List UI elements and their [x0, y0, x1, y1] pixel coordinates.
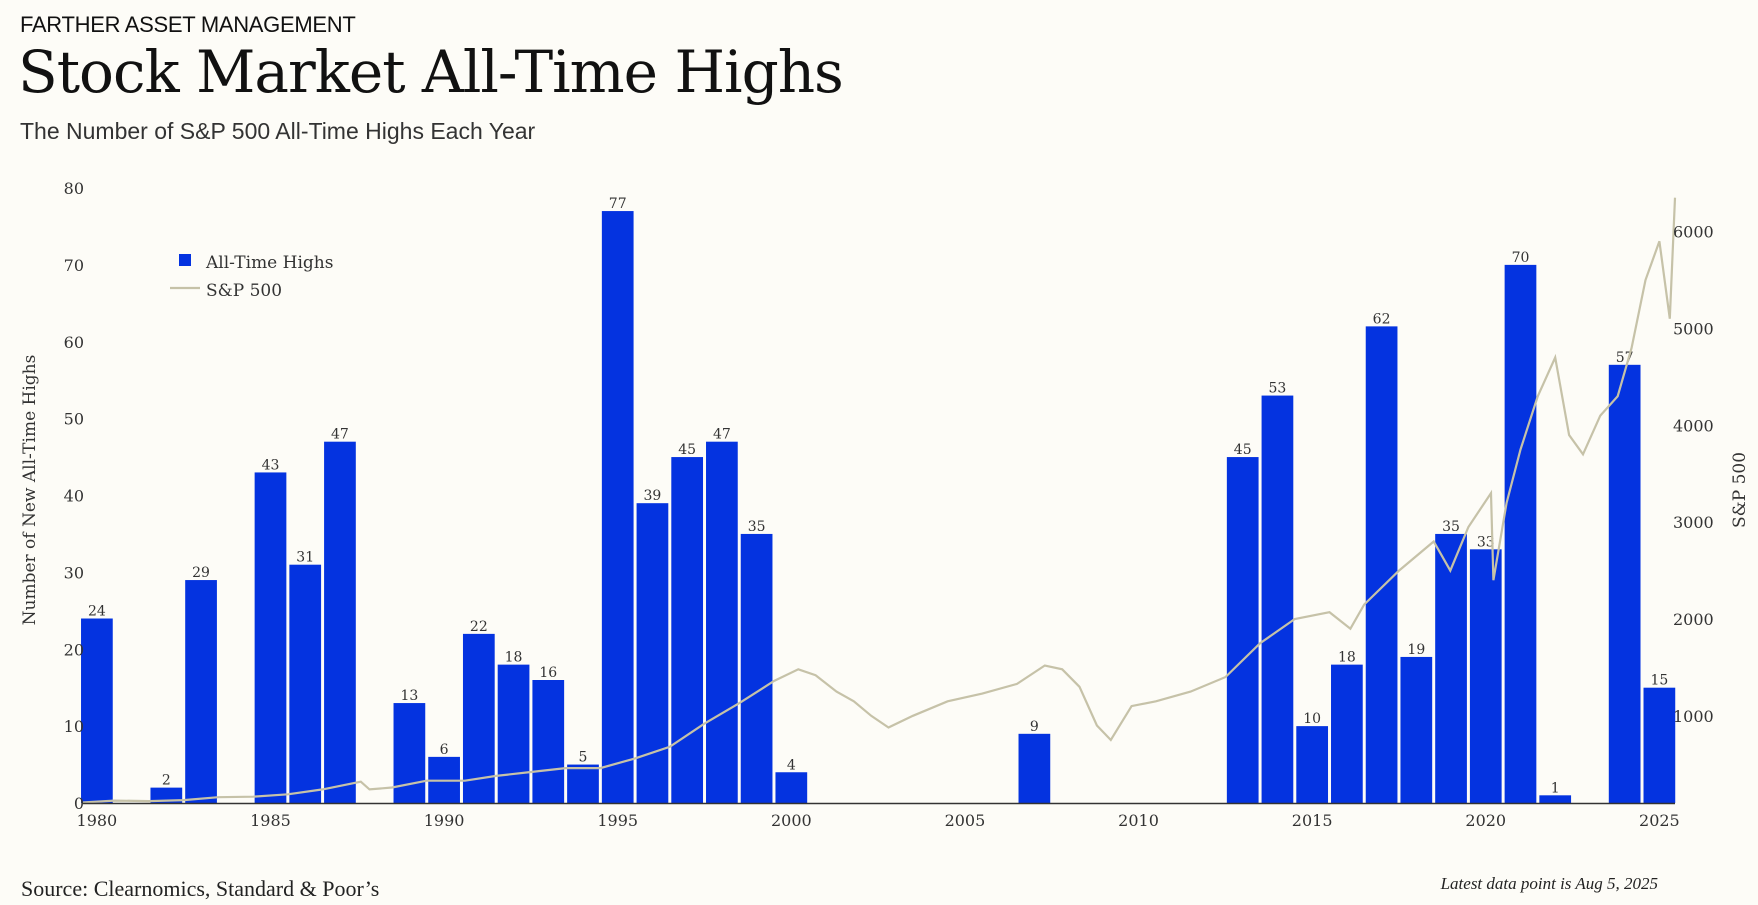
bar-2016 — [1331, 665, 1363, 803]
bar-label-2021: 70 — [1512, 250, 1530, 266]
y2-tick-6000: 6000 — [1673, 223, 1714, 242]
bar-label-1980: 24 — [88, 604, 106, 620]
x-tick-1985: 1985 — [250, 811, 291, 830]
y-axis-title: Number of New All-Time Highs — [20, 355, 40, 626]
chart-legend: All-Time Highs S&P 500 — [170, 253, 333, 301]
bar-label-1993: 16 — [539, 665, 557, 681]
bar-label-2017: 62 — [1373, 311, 1391, 327]
bar-label-2000: 4 — [787, 757, 796, 773]
bar-2000 — [775, 772, 807, 803]
bar-label-1998: 47 — [713, 427, 731, 443]
y2-axis-title: S&P 500 — [1730, 452, 1750, 528]
y-tick-50: 50 — [64, 410, 84, 429]
x-tick-2010: 2010 — [1118, 811, 1159, 830]
x-tick-1995: 1995 — [597, 811, 638, 830]
bar-2013 — [1227, 457, 1259, 803]
bar-1993 — [532, 680, 564, 803]
bar-2020 — [1470, 549, 1502, 803]
bar-label-1997: 45 — [678, 442, 696, 458]
y-tick-30: 30 — [64, 563, 84, 582]
bar-1992 — [498, 665, 530, 803]
y-axis-ticks: 0 10 20 30 40 50 60 70 80 — [64, 179, 84, 813]
y2-tick-4000: 4000 — [1673, 416, 1714, 435]
bar-2007 — [1019, 734, 1051, 803]
bar-label-2022: 1 — [1551, 780, 1560, 796]
bar-label-1995: 77 — [609, 196, 627, 212]
y-tick-60: 60 — [64, 333, 84, 352]
bar-label-2007: 9 — [1030, 719, 1039, 735]
y2-tick-5000: 5000 — [1673, 319, 1714, 338]
bar-2025 — [1644, 688, 1676, 803]
bar-label-1991: 22 — [470, 619, 488, 635]
y2-axis-ticks: 1000 2000 3000 4000 5000 6000 — [1673, 223, 1714, 726]
bar-label-2014: 53 — [1269, 381, 1287, 397]
bar-label-2015: 10 — [1303, 711, 1321, 727]
bar-1989 — [394, 703, 426, 803]
y2-tick-1000: 1000 — [1673, 707, 1714, 726]
bar-label-1986: 31 — [296, 550, 314, 566]
legend-label-sp500: S&P 500 — [206, 281, 282, 301]
x-axis-ticks: 1980 1985 1990 1995 2000 2005 2010 2015 2020 2025 — [77, 811, 1680, 830]
bar-1985 — [255, 472, 287, 803]
bar-label-1983: 29 — [192, 565, 210, 581]
y-tick-70: 70 — [64, 256, 84, 275]
bar-label-2013: 45 — [1234, 442, 1252, 458]
bar-2024 — [1609, 365, 1641, 803]
bar-1980 — [81, 619, 113, 804]
legend-label-all-time-highs: All-Time Highs — [205, 253, 333, 273]
bar-1998 — [706, 442, 738, 803]
x-tick-1990: 1990 — [424, 811, 465, 830]
y-tick-10: 10 — [64, 717, 84, 736]
y-tick-20: 20 — [64, 640, 84, 659]
x-tick-2015: 2015 — [1292, 811, 1333, 830]
bar-1994 — [567, 765, 599, 803]
bar-label-1982: 2 — [162, 773, 171, 789]
bar-1997 — [671, 457, 703, 803]
bar-label-1996: 39 — [644, 488, 662, 504]
y-tick-80: 80 — [64, 179, 84, 198]
bar-2018 — [1400, 657, 1432, 803]
bar-1996 — [637, 503, 669, 803]
x-tick-1980: 1980 — [77, 811, 118, 830]
y2-tick-2000: 2000 — [1673, 610, 1714, 629]
bar-label-2016: 18 — [1338, 650, 1356, 666]
source-note: Source: Clearnomics, Standard & Poor’s — [21, 876, 379, 902]
bar-label-1994: 5 — [579, 750, 588, 766]
x-tick-2025: 2025 — [1639, 811, 1680, 830]
bar-2015 — [1296, 726, 1328, 803]
bar-1986 — [289, 565, 321, 803]
bar-label-1987: 47 — [331, 427, 349, 443]
x-tick-2000: 2000 — [771, 811, 812, 830]
x-tick-2020: 2020 — [1465, 811, 1506, 830]
latest-data-note: Latest data point is Aug 5, 2025 — [1441, 874, 1658, 894]
legend-bar-swatch — [179, 254, 191, 266]
bar-2019 — [1435, 534, 1467, 803]
bar-label-2018: 19 — [1407, 642, 1425, 658]
bar-1995 — [602, 211, 634, 803]
x-tick-2005: 2005 — [945, 811, 986, 830]
bar-2014 — [1262, 396, 1294, 803]
bar-2017 — [1366, 326, 1398, 803]
bar-label-1985: 43 — [262, 457, 280, 473]
bar-1987 — [324, 442, 356, 803]
bar-label-2025: 15 — [1650, 673, 1668, 689]
bar-label-2019: 35 — [1442, 519, 1460, 535]
bar-2022 — [1539, 795, 1571, 803]
bar-label-1999: 35 — [748, 519, 766, 535]
bar-label-1992: 18 — [505, 650, 523, 666]
y2-tick-3000: 3000 — [1673, 513, 1714, 532]
bar-label-1990: 6 — [440, 742, 449, 758]
bar-1999 — [741, 534, 773, 803]
bars-group — [81, 211, 1675, 803]
y-tick-40: 40 — [64, 487, 84, 506]
bar-2021 — [1505, 265, 1537, 803]
bar-1983 — [185, 580, 217, 803]
bar-label-1989: 13 — [400, 688, 418, 704]
